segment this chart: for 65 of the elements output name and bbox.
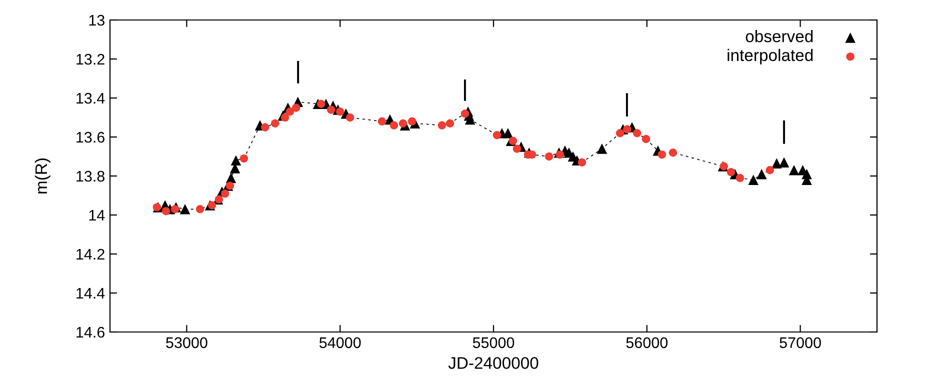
y-tick-label: 13.2 <box>76 54 104 65</box>
point <box>512 144 522 153</box>
point <box>556 150 564 159</box>
y-tick-label: 13 <box>89 14 104 26</box>
point <box>623 125 632 134</box>
point <box>170 205 180 214</box>
point <box>632 128 642 138</box>
point <box>208 201 216 210</box>
legend-label: interpolated <box>728 48 813 64</box>
point <box>390 121 398 130</box>
point <box>292 104 300 112</box>
point <box>726 168 736 176</box>
point <box>642 134 650 144</box>
point <box>616 128 624 138</box>
point <box>378 117 386 126</box>
y-tick-label: 13.4 <box>76 92 105 104</box>
x-tick-label: 55000 <box>472 337 514 348</box>
y-tick-label: 14.4 <box>76 288 105 299</box>
point <box>408 117 416 126</box>
y-tick-label: 14 <box>89 210 105 221</box>
point <box>438 121 446 130</box>
point <box>260 123 270 132</box>
point <box>596 144 608 154</box>
point <box>668 148 678 157</box>
point <box>220 189 230 198</box>
point <box>196 205 204 214</box>
point <box>286 108 294 116</box>
y-tick-label: 13.8 <box>76 170 104 182</box>
point <box>658 150 666 159</box>
point <box>240 154 248 163</box>
legend-label: observed <box>746 30 813 42</box>
point <box>748 174 759 186</box>
x-tick-label: 54000 <box>319 337 361 348</box>
point <box>280 113 290 122</box>
point <box>316 100 326 108</box>
x-tick-label: 56000 <box>626 337 668 348</box>
point <box>508 136 518 146</box>
point <box>778 157 790 168</box>
point <box>270 119 280 128</box>
point <box>772 158 782 168</box>
point <box>578 158 586 166</box>
y-tick-label: 14.6 <box>76 326 104 338</box>
point <box>230 155 242 166</box>
point <box>446 119 454 128</box>
x-axis-title: JD-2400000 <box>448 357 538 369</box>
point <box>766 166 774 174</box>
point <box>736 174 744 182</box>
point <box>492 130 502 140</box>
point <box>756 168 767 180</box>
y-axis-title: m(R) <box>34 158 50 194</box>
y-tick-label: 13.6 <box>76 132 104 143</box>
point <box>226 182 234 190</box>
x-tick-label: 53000 <box>166 337 208 348</box>
point <box>346 113 354 122</box>
point <box>788 165 800 176</box>
point <box>544 152 554 161</box>
x-tick-label: 57000 <box>780 337 821 348</box>
point <box>336 108 344 116</box>
point <box>398 119 408 128</box>
point <box>326 106 336 114</box>
y-tick-label: 14.2 <box>76 248 104 260</box>
point <box>162 206 170 216</box>
point <box>460 109 470 118</box>
point <box>502 128 514 138</box>
point <box>180 204 190 214</box>
